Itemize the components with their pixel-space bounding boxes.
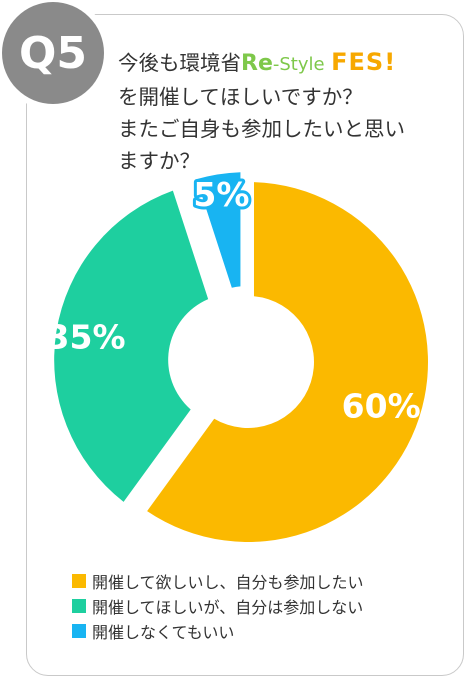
legend-item-3: 開催しなくてもいい [72,618,364,643]
legend-item-2: 開催してほしいが、自分は参加しない [72,593,364,618]
data-label-2: 35% [47,317,126,356]
re-style-logo-fes: FES! [331,48,397,76]
donut-slice-3 [196,172,241,288]
data-label-1: 60% [342,386,421,425]
legend-label-2: 開催してほしいが、自分は参加しない [92,597,364,617]
question-line-4: ますか？ [118,149,200,173]
legend-swatch-1 [72,573,86,588]
data-label-3: 5% [193,175,249,214]
question-line-2: を開催してほしいですか？ [118,85,363,109]
legend-item-1: 開催して欲しいし、自分も参加したい [72,568,364,593]
question-line-3: またご自身も参加したいと思い [118,117,405,141]
question-number-badge: Q5 [2,2,104,104]
legend-label-1: 開催して欲しいし、自分も参加したい [92,572,364,592]
re-style-logo-re: Re [241,51,273,76]
question-line-1: 今後も環境省 [118,51,241,75]
legend-swatch-2 [72,598,86,613]
question-text: 今後も環境省Re-Style FES! を開催してほしいですか？ またご自身も参… [118,46,463,177]
re-style-logo-style: -Style [272,54,325,75]
legend-label-3: 開催しなくてもいい [92,622,235,642]
chart-legend: 開催して欲しいし、自分も参加したい 開催してほしいが、自分は参加しない 開催しなくて… [72,568,364,643]
donut-slice-2 [54,190,209,502]
legend-swatch-3 [72,623,86,638]
donut-slice-1 [147,182,429,542]
